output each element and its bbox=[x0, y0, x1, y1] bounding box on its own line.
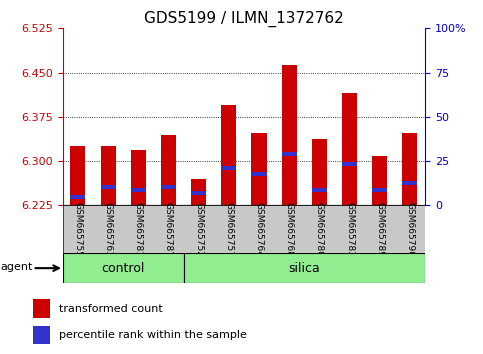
Bar bbox=[71, 195, 85, 199]
Bar bbox=[252, 133, 267, 205]
Text: control: control bbox=[101, 262, 145, 275]
Bar bbox=[312, 139, 327, 205]
Bar bbox=[312, 188, 327, 192]
Text: GSM665757: GSM665757 bbox=[224, 202, 233, 257]
Bar bbox=[282, 65, 297, 205]
Bar bbox=[402, 181, 417, 185]
Text: transformed count: transformed count bbox=[59, 303, 163, 314]
Bar bbox=[100, 146, 115, 205]
Text: GSM665781: GSM665781 bbox=[134, 202, 143, 257]
Text: GSM665763: GSM665763 bbox=[103, 202, 113, 257]
Bar bbox=[63, 253, 184, 283]
Bar bbox=[71, 146, 85, 205]
Bar bbox=[131, 150, 146, 205]
Bar bbox=[372, 156, 387, 205]
Bar bbox=[402, 133, 417, 205]
Text: GSM665780: GSM665780 bbox=[315, 202, 324, 257]
Title: GDS5199 / ILMN_1372762: GDS5199 / ILMN_1372762 bbox=[144, 11, 344, 27]
Bar bbox=[131, 188, 146, 192]
Bar bbox=[342, 162, 357, 166]
Bar bbox=[342, 93, 357, 205]
Bar bbox=[372, 188, 387, 192]
Bar bbox=[221, 105, 236, 205]
Bar bbox=[221, 166, 236, 170]
Bar bbox=[33, 299, 50, 318]
Text: GSM665755: GSM665755 bbox=[73, 202, 83, 257]
Text: agent: agent bbox=[0, 262, 32, 272]
Bar bbox=[33, 326, 50, 344]
Text: GSM665787: GSM665787 bbox=[164, 202, 173, 257]
Bar bbox=[191, 191, 206, 195]
Bar bbox=[282, 152, 297, 156]
Bar bbox=[191, 179, 206, 205]
Text: GSM665752: GSM665752 bbox=[194, 202, 203, 257]
Text: percentile rank within the sample: percentile rank within the sample bbox=[59, 330, 247, 339]
Bar bbox=[161, 185, 176, 189]
Bar bbox=[161, 135, 176, 205]
Bar bbox=[100, 185, 115, 189]
Text: GSM665789: GSM665789 bbox=[375, 202, 384, 257]
Text: GSM665783: GSM665783 bbox=[345, 202, 354, 257]
Text: GSM665768: GSM665768 bbox=[284, 202, 294, 257]
Text: GSM665790: GSM665790 bbox=[405, 202, 414, 257]
Text: silica: silica bbox=[288, 262, 320, 275]
Text: GSM665764: GSM665764 bbox=[255, 202, 264, 257]
Bar bbox=[184, 253, 425, 283]
Bar bbox=[252, 172, 267, 176]
